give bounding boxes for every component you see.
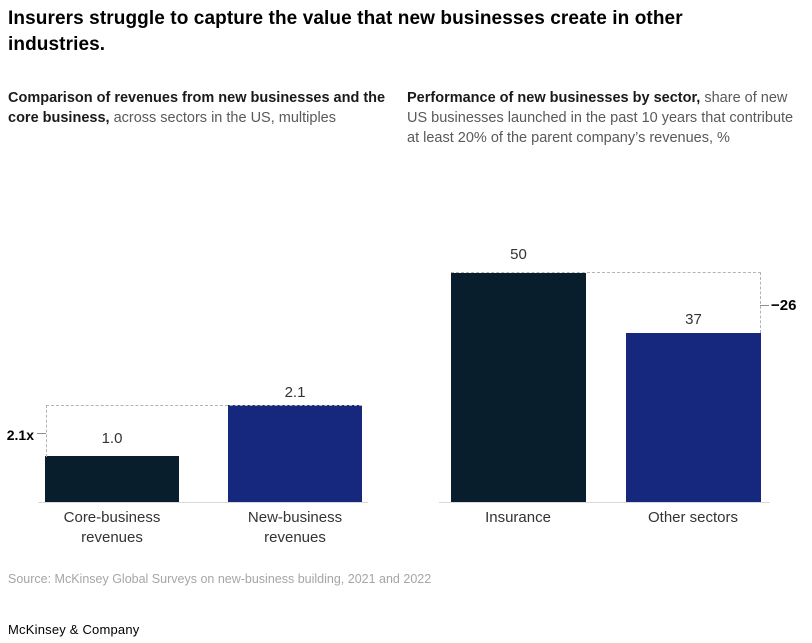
right-annotation-tick — [760, 305, 769, 306]
difference-annotation: −26 — [771, 297, 797, 314]
new-business-category-label: New-business revenues — [215, 508, 375, 548]
left-chart-multiple-annotation: 2.1x — [6, 427, 34, 443]
core-business-category-label: Core-business revenues — [32, 508, 192, 548]
left-chart-subtitle-bold: Comparison of revenues from new business… — [8, 90, 386, 126]
left-chart-baseline — [38, 502, 368, 503]
core-business-value-label: 1.0 — [101, 430, 123, 447]
insurance-category-label: Insurance — [485, 509, 551, 526]
right-dashed-vertical-line — [760, 272, 761, 333]
left-dashed-reference-line — [46, 405, 362, 406]
right-chart-subtitle: Performance of new businesses by sector,… — [407, 88, 809, 148]
right-chart-baseline — [439, 502, 770, 503]
source-note: Source: McKinsey Global Surveys on new-b… — [8, 572, 432, 586]
left-dashed-vertical-line — [46, 405, 47, 457]
left-chart-subtitle: Comparison of revenues from new business… — [8, 88, 394, 128]
category-line: revenues — [264, 529, 326, 546]
right-dashed-reference-line — [451, 272, 761, 273]
core-business-bar — [45, 456, 179, 502]
right-chart-subtitle-bold: Performance of new businesses by sector, — [407, 90, 701, 106]
left-annotation-tick — [37, 433, 46, 434]
other-sectors-bar — [626, 333, 761, 502]
new-business-bar — [228, 405, 362, 502]
mckinsey-company-wordmark: McKinsey & Company — [8, 622, 140, 637]
insurance-value-label: 50 — [510, 246, 527, 263]
category-line: New-business — [247, 509, 343, 526]
new-business-value-label: 2.1 — [284, 384, 306, 401]
category-line: revenues — [81, 529, 143, 546]
other-sectors-value-label: 37 — [685, 311, 702, 328]
category-line: Core-business — [63, 509, 161, 526]
page-title: Insurers struggle to capture the value t… — [8, 8, 683, 55]
left-chart-subtitle-rest: across sectors in the US, multiples — [109, 110, 336, 126]
right-chart-subtitle-rest: share of new US businesses launched in t… — [407, 90, 794, 146]
insurance-bar — [451, 273, 586, 502]
other-sectors-category-label: Other sectors — [647, 509, 739, 526]
